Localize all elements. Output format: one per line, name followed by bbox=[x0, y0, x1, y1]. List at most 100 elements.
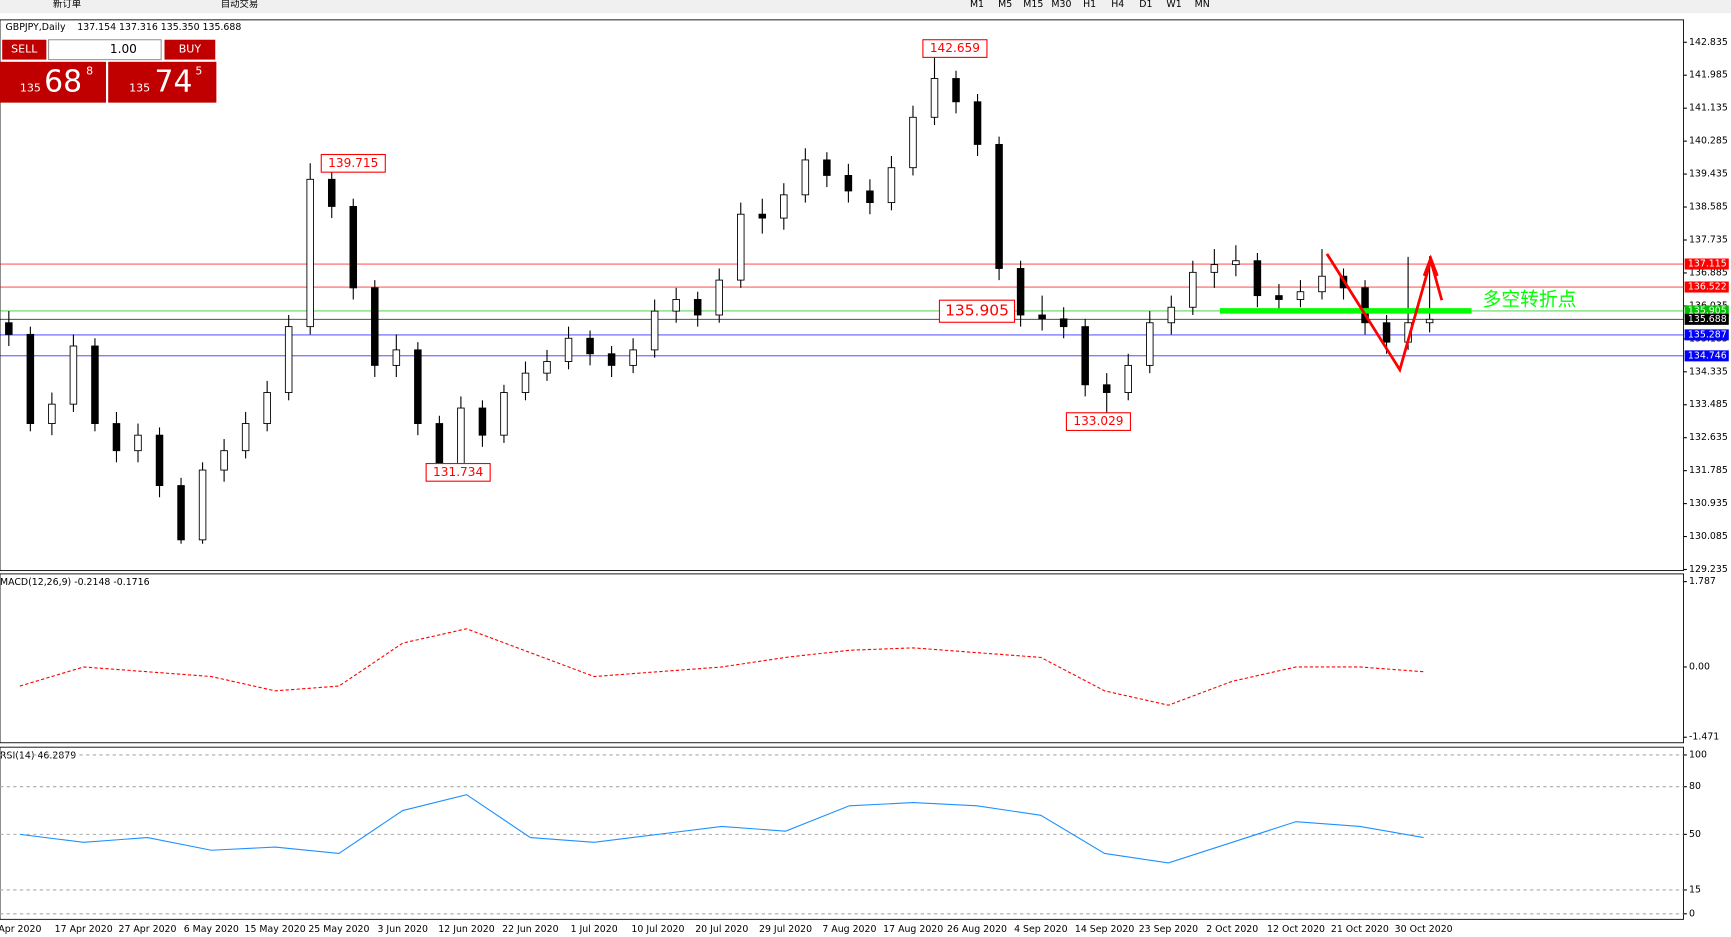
candle-body bbox=[1081, 326, 1089, 386]
annotation-box bbox=[320, 153, 386, 173]
candle-body bbox=[91, 345, 99, 424]
chart-ohlc: 137.154 137.316 135.350 135.688 bbox=[77, 22, 241, 33]
timeframe-button[interactable]: M1 bbox=[970, 0, 984, 10]
candle-body bbox=[1059, 318, 1068, 328]
x-tick-label: 25 May 2020 bbox=[308, 924, 369, 935]
ask-pip: 5 bbox=[195, 65, 202, 78]
price-label: 134.746 bbox=[1688, 350, 1727, 361]
annotation-box bbox=[922, 39, 988, 58]
candle-body bbox=[801, 159, 810, 196]
candle-body bbox=[26, 333, 35, 424]
candle-body bbox=[112, 423, 121, 452]
macd-panel bbox=[0, 573, 1684, 744]
rsi-title: RSI(14) 46.2879 bbox=[0, 751, 76, 762]
x-tick-label: 29 Jul 2020 bbox=[759, 924, 812, 935]
x-tick-label: 3 Jun 2020 bbox=[378, 924, 428, 935]
candle-body bbox=[1382, 322, 1391, 343]
candle-body bbox=[435, 423, 444, 467]
candle-body bbox=[1275, 295, 1283, 300]
ask-big: 135 bbox=[129, 81, 150, 94]
buy-label: BUY bbox=[179, 43, 202, 56]
candle-body bbox=[263, 392, 271, 424]
x-tick-label: 17 Apr 2020 bbox=[55, 924, 113, 935]
y-tick-label: -1.471 bbox=[1689, 732, 1719, 743]
candle-body bbox=[823, 159, 831, 176]
annotation: 139.715 bbox=[328, 156, 378, 170]
candle-body bbox=[1210, 264, 1219, 273]
timeframe-button[interactable]: H4 bbox=[1111, 0, 1124, 10]
ask-box[interactable] bbox=[108, 61, 217, 103]
candle-body bbox=[220, 450, 228, 471]
candle-body bbox=[1038, 314, 1046, 320]
price-label: 135.287 bbox=[1688, 329, 1727, 340]
candle-body bbox=[349, 206, 358, 289]
sell-button[interactable] bbox=[2, 39, 47, 60]
y-tick-label: 139.435 bbox=[1689, 169, 1728, 180]
candle-body bbox=[1124, 364, 1132, 393]
candle-body bbox=[134, 434, 142, 452]
toolbar-button[interactable]: 新订单 bbox=[53, 0, 81, 10]
timeframe-button[interactable]: M30 bbox=[1051, 0, 1071, 10]
ask-main: 74 bbox=[155, 64, 193, 99]
y-tick-label: 0.00 bbox=[1689, 661, 1710, 672]
candle-body bbox=[1146, 322, 1154, 366]
y-tick-label: 1.787 bbox=[1689, 576, 1716, 587]
toolbar bbox=[0, 0, 1731, 14]
candle-body bbox=[457, 407, 465, 467]
candle-body bbox=[327, 178, 336, 207]
annotation: 133.029 bbox=[1073, 414, 1123, 428]
y-tick-label: 0 bbox=[1689, 908, 1695, 919]
candle-body bbox=[887, 167, 896, 204]
timeframe-button[interactable]: M15 bbox=[1023, 0, 1043, 10]
candle-body bbox=[392, 349, 401, 366]
candle-body bbox=[909, 116, 917, 169]
buy-button[interactable] bbox=[164, 39, 216, 60]
candle-body bbox=[758, 213, 767, 219]
timeframe-button[interactable]: W1 bbox=[1166, 0, 1181, 10]
candle-body bbox=[155, 434, 164, 487]
candle-body bbox=[973, 101, 982, 145]
candle-body bbox=[1016, 268, 1025, 316]
candle-body bbox=[780, 194, 788, 219]
x-tick-label: 27 Apr 2020 bbox=[118, 924, 176, 935]
x-tick-label: 4 Sep 2020 bbox=[1014, 924, 1067, 935]
y-tick-label: 134.335 bbox=[1689, 366, 1728, 377]
price-label: 135.905 bbox=[1688, 305, 1727, 316]
candle-body bbox=[952, 78, 960, 103]
timeframe-button[interactable]: H1 bbox=[1083, 0, 1096, 10]
candle-body bbox=[306, 178, 314, 328]
timeframe-button[interactable]: D1 bbox=[1139, 0, 1152, 10]
price-label-box bbox=[1684, 258, 1729, 270]
price-label: 135.688 bbox=[1688, 314, 1727, 325]
candle-body bbox=[629, 349, 637, 366]
x-tick-label: Apr 2020 bbox=[0, 924, 41, 935]
x-tick-label: 14 Sep 2020 bbox=[1075, 924, 1134, 935]
rsi-line bbox=[19, 794, 1424, 864]
timeframe-button[interactable]: M5 bbox=[998, 0, 1012, 10]
toolbar-button[interactable]: 自动交易 bbox=[221, 0, 259, 10]
candle-body bbox=[607, 353, 616, 366]
candle-body bbox=[930, 78, 939, 118]
macd-title: MACD(12,26,9) -0.2148 -0.1716 bbox=[0, 577, 150, 588]
price-label-box bbox=[1684, 329, 1729, 341]
lot-input[interactable] bbox=[48, 39, 162, 61]
rsi-panel bbox=[0, 746, 1684, 920]
candle-body bbox=[48, 403, 56, 424]
candle-body bbox=[1425, 318, 1434, 324]
bid-box[interactable] bbox=[0, 61, 106, 103]
candle-body bbox=[693, 299, 702, 316]
y-tick-label: 138.585 bbox=[1689, 202, 1728, 213]
y-tick-label: 131.785 bbox=[1689, 465, 1728, 476]
candle-body bbox=[177, 485, 185, 541]
candle-body bbox=[1189, 271, 1197, 308]
timeframe-button[interactable]: MN bbox=[1195, 0, 1210, 10]
x-tick-label: 26 Aug 2020 bbox=[947, 924, 1007, 935]
candle-body bbox=[736, 213, 745, 281]
candle-body bbox=[866, 190, 874, 204]
candle-body bbox=[241, 423, 250, 452]
annotation: 131.734 bbox=[433, 465, 483, 479]
drawn-arrow bbox=[1325, 253, 1444, 374]
price-label: 137.115 bbox=[1688, 259, 1727, 270]
